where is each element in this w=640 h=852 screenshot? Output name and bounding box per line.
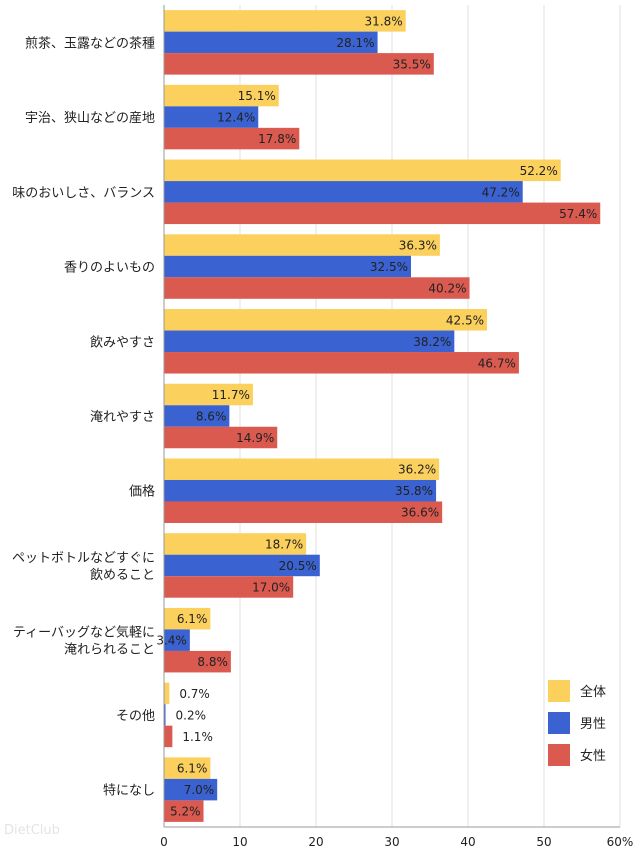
bar-value-label: 3.4% xyxy=(156,634,187,648)
category-label: ティーバッグなど気軽に xyxy=(13,625,155,641)
bar-value-label: 5.2% xyxy=(170,805,201,819)
bar xyxy=(164,725,173,748)
bar-value-label: 32.5% xyxy=(370,260,408,274)
bar xyxy=(164,106,259,128)
bar-value-label: 7.0% xyxy=(184,783,215,797)
bar-value-label: 8.6% xyxy=(196,410,227,424)
legend-swatch xyxy=(548,712,570,734)
bar xyxy=(164,352,519,374)
bar xyxy=(164,127,300,150)
bar-value-label: 6.1% xyxy=(177,612,208,626)
bar xyxy=(164,53,434,75)
legend-swatch xyxy=(548,744,570,766)
x-tick-label: 10 xyxy=(232,835,247,849)
bar xyxy=(164,778,218,801)
bar xyxy=(164,426,278,449)
bar xyxy=(164,704,166,726)
bar-value-label: 47.2% xyxy=(482,185,520,199)
category-label: 特になし xyxy=(103,784,155,799)
bar-value-label: 52.2% xyxy=(520,164,558,178)
watermark: DietClub xyxy=(4,823,60,838)
legend-swatch xyxy=(548,680,570,702)
bar-value-label: 17.0% xyxy=(252,580,290,594)
bars: 31.8% 28.1% 35.5% 15.1% 12.4%17.8% 52.2%47.2%… xyxy=(156,10,601,822)
bar-value-label: 0.7% xyxy=(179,687,210,701)
bar xyxy=(164,10,406,32)
bar xyxy=(164,501,443,523)
category-label: 飲みやすさ xyxy=(90,334,155,350)
bar-value-label: 42.5% xyxy=(446,313,484,327)
bar-value-label: 36.2% xyxy=(398,463,436,477)
x-tick-label: 0 xyxy=(160,835,168,849)
x-tick-label: 40 xyxy=(460,835,475,849)
category-label: ペットボトルなどすぐに xyxy=(12,551,155,566)
x-axis: 0 10 20 30 40 50 60% xyxy=(160,5,633,849)
category-label: その他 xyxy=(116,709,155,724)
x-tick-label: 50 xyxy=(536,835,551,849)
bar-value-label: 38.2% xyxy=(413,335,451,349)
bar-value-label: 0.2% xyxy=(176,708,207,722)
bar-value-label: 14.9% xyxy=(236,431,274,445)
category-label: 価格 xyxy=(129,484,155,500)
bar xyxy=(164,576,294,598)
x-tick-label: 60% xyxy=(607,835,634,849)
bar xyxy=(164,84,279,107)
bar xyxy=(164,277,470,299)
category-label: 味のおいしさ、バランス xyxy=(12,186,155,201)
category-label: 宇治、狭山などの産地 xyxy=(25,110,155,126)
bar-value-label: 36.6% xyxy=(401,506,439,520)
bar xyxy=(164,533,307,555)
bar-value-label: 35.8% xyxy=(395,484,433,498)
category-label: 飲めること xyxy=(90,567,155,583)
bar xyxy=(164,234,440,256)
bar-value-label: 1.1% xyxy=(182,730,213,744)
bar xyxy=(164,607,211,630)
bar xyxy=(164,458,440,480)
bar-value-label: 36.3% xyxy=(399,239,437,253)
bar-value-label: 40.2% xyxy=(428,282,466,296)
bar xyxy=(164,330,455,353)
legend-label: 全体 xyxy=(580,684,606,700)
bar xyxy=(164,181,523,203)
bar-value-label: 17.8% xyxy=(258,132,296,146)
bar xyxy=(164,682,170,705)
bar xyxy=(164,800,204,822)
bar xyxy=(164,383,253,406)
bar xyxy=(164,479,437,502)
legend-label: 男性 xyxy=(580,717,606,732)
bar-value-label: 28.1% xyxy=(336,36,374,50)
bar-value-label: 57.4% xyxy=(559,207,597,221)
bar-value-label: 6.1% xyxy=(177,762,208,776)
bar-value-label: 11.7% xyxy=(212,388,250,402)
bar-value-label: 31.8% xyxy=(365,14,403,28)
category-labels: 煎茶、玉露などの茶種宇治、狭山などの産地味のおいしさ、バランス香りのよいもの飲み… xyxy=(12,35,155,798)
bar xyxy=(164,629,190,651)
bar-value-label: 8.8% xyxy=(197,655,228,669)
bar-value-label: 18.7% xyxy=(265,537,303,551)
bar xyxy=(164,554,320,577)
bar xyxy=(164,202,601,225)
bar xyxy=(164,255,411,278)
bar-value-label: 12.4% xyxy=(217,111,255,125)
bar xyxy=(164,309,487,331)
bar xyxy=(164,159,561,182)
bar-value-label: 46.7% xyxy=(478,356,516,370)
legend-label: 女性 xyxy=(580,748,606,764)
bar xyxy=(164,757,211,779)
category-label: 香りのよいもの xyxy=(64,261,155,276)
x-tick-label: 30 xyxy=(384,835,399,849)
bar xyxy=(164,405,230,427)
bar xyxy=(164,31,378,54)
bar-value-label: 15.1% xyxy=(238,89,276,103)
bar-value-label: 20.5% xyxy=(279,559,317,573)
bar-value-label: 35.5% xyxy=(393,57,431,71)
category-label: 淹れやすさ xyxy=(90,410,155,425)
category-label: 煎茶、玉露などの茶種 xyxy=(25,35,155,51)
category-label: 淹れられること xyxy=(64,643,155,658)
bar xyxy=(164,650,231,673)
x-tick-label: 20 xyxy=(308,835,323,849)
